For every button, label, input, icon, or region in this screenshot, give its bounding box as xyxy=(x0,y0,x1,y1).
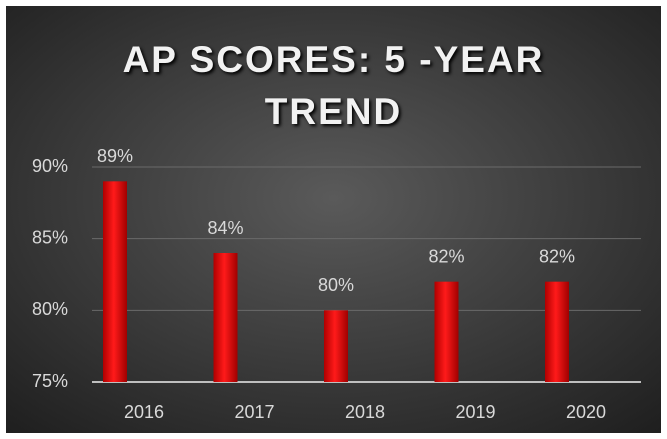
x-tick-label: 2020 xyxy=(566,402,606,422)
bar xyxy=(434,281,459,382)
data-label: 80% xyxy=(318,275,354,295)
data-label: 82% xyxy=(428,246,464,266)
bar xyxy=(103,181,127,382)
data-label: 84% xyxy=(207,218,243,238)
data-label: 89% xyxy=(97,146,133,166)
x-tick-label: 2018 xyxy=(345,402,385,422)
y-tick-label: 90% xyxy=(32,156,68,176)
x-tick-label: 2017 xyxy=(234,402,274,422)
bar xyxy=(213,253,238,382)
data-label: 82% xyxy=(539,246,575,266)
y-tick-label: 80% xyxy=(32,299,68,319)
chart-title: AP SCORES: 5 -YEAR TREND xyxy=(122,39,545,132)
bar xyxy=(545,281,569,382)
y-tick-label: 85% xyxy=(32,227,68,247)
x-tick-label: 2016 xyxy=(124,402,164,422)
x-tick-label: 2019 xyxy=(455,402,495,422)
bar xyxy=(324,310,348,382)
y-tick-label: 75% xyxy=(32,371,68,391)
